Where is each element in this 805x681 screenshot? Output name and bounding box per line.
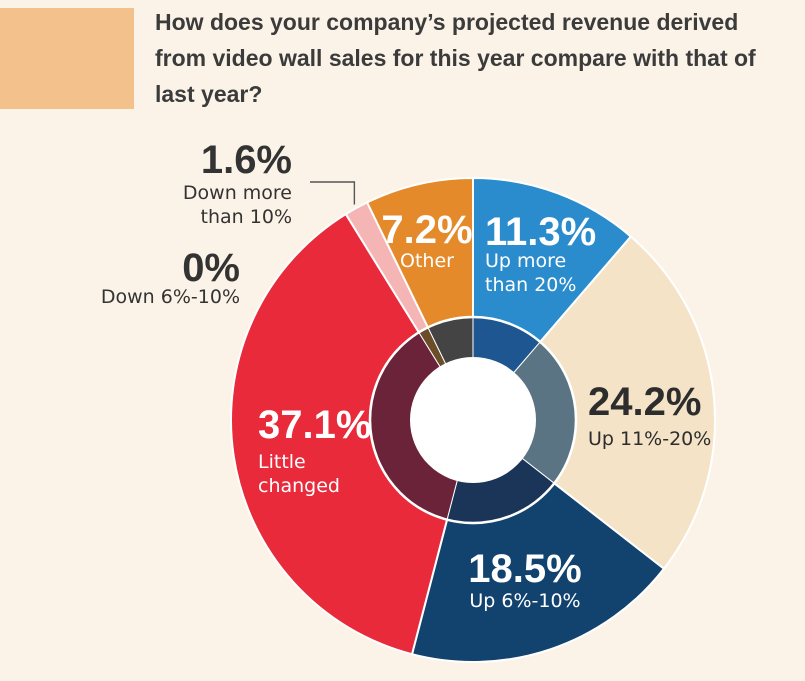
category-label: Down more	[183, 182, 292, 204]
chart-title: How does your company’s projected revenu…	[155, 9, 756, 107]
category-label: Up 6%-10%	[469, 590, 580, 612]
slice-label-group: 7.2%Other	[381, 208, 472, 272]
data-label-percent: 37.1%	[258, 403, 371, 447]
slice-label-group: 0%Down 6%-10%	[101, 246, 240, 308]
data-label-percent: 7.2%	[381, 208, 472, 252]
data-label-percent: 11.3%	[485, 210, 596, 254]
category-label: Up 11%-20%	[588, 428, 711, 450]
slice-label-group: 18.5%Up 6%-10%	[468, 547, 581, 612]
slice-label-group: 24.2% Up 11%-20%	[588, 380, 711, 450]
accent-block	[0, 8, 134, 109]
category-label: Up more	[485, 250, 566, 272]
category-label: Down 6%-10%	[101, 286, 240, 308]
category-label: Other	[400, 250, 454, 272]
category-label: than 10%	[201, 206, 292, 228]
category-label: than 20%	[485, 274, 576, 296]
category-label: changed	[258, 475, 340, 497]
donut-hole	[410, 357, 536, 483]
category-label: Little	[258, 451, 306, 473]
data-label-percent: 24.2%	[588, 380, 701, 424]
leader-line	[310, 181, 356, 205]
data-label-percent: 0%	[182, 246, 240, 290]
data-label-percent: 18.5%	[468, 547, 581, 591]
ring-divider	[368, 315, 578, 525]
data-label-percent: 1.6%	[201, 138, 292, 182]
